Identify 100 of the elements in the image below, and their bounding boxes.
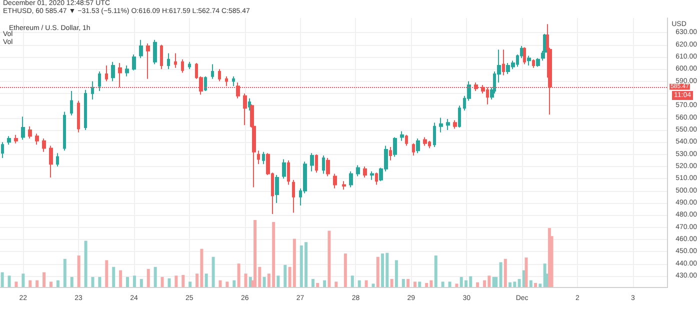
candlestick xyxy=(21,116,25,140)
candlestick xyxy=(1,142,4,158)
bar xyxy=(56,280,60,287)
candlestick xyxy=(375,172,378,186)
candlestick xyxy=(370,170,374,180)
bar xyxy=(441,282,444,287)
candlestick xyxy=(322,155,325,174)
candlestick xyxy=(218,68,221,82)
candlestick xyxy=(275,174,279,204)
candlestick xyxy=(257,150,260,165)
bar xyxy=(524,258,528,287)
candlestick xyxy=(423,136,427,146)
candlestick xyxy=(363,166,367,178)
bar xyxy=(434,256,438,287)
candlestick xyxy=(393,136,397,158)
bar xyxy=(316,282,320,287)
bar xyxy=(132,276,136,287)
candlestick xyxy=(389,146,392,161)
bar xyxy=(455,284,458,287)
bar xyxy=(50,282,53,287)
bar xyxy=(448,282,452,287)
candlestick xyxy=(153,39,157,65)
bar xyxy=(8,276,11,287)
candlestick xyxy=(453,120,457,130)
candlestick xyxy=(91,80,94,100)
bar xyxy=(402,278,405,287)
bar xyxy=(119,270,122,287)
bar xyxy=(344,254,347,287)
candlestick xyxy=(49,145,53,178)
candlestick xyxy=(310,152,314,172)
bar xyxy=(188,282,192,287)
bar xyxy=(77,256,80,287)
candlestick xyxy=(70,90,73,116)
bar xyxy=(494,276,498,287)
candlestick xyxy=(532,58,535,68)
bar xyxy=(174,276,178,287)
bar xyxy=(146,268,150,287)
bar xyxy=(390,278,394,287)
candlestick xyxy=(536,58,540,68)
bar xyxy=(126,276,130,287)
bar xyxy=(328,230,331,287)
bar xyxy=(218,280,222,287)
bar xyxy=(406,278,410,287)
candlestick xyxy=(262,151,265,165)
candlestick xyxy=(181,58,184,74)
candlestick xyxy=(502,49,505,76)
bar xyxy=(508,282,512,287)
bar xyxy=(262,276,266,287)
bar xyxy=(14,282,18,287)
candlestick xyxy=(167,52,170,70)
bar xyxy=(98,276,102,287)
candlestick xyxy=(243,92,247,126)
bar xyxy=(350,276,354,287)
bar xyxy=(284,264,287,287)
candlestick xyxy=(333,173,337,189)
bar xyxy=(376,256,380,287)
candlestick xyxy=(349,170,353,188)
bar xyxy=(538,284,542,287)
bar xyxy=(42,272,46,287)
bar xyxy=(381,254,384,287)
bar xyxy=(168,278,171,287)
candlestick xyxy=(63,111,66,152)
bar xyxy=(70,276,74,287)
candlestick xyxy=(132,54,136,71)
candlestick xyxy=(160,44,163,70)
bar xyxy=(499,262,502,287)
candlestick xyxy=(292,179,295,214)
candlestick xyxy=(204,76,207,92)
candlestick xyxy=(35,133,39,146)
bar xyxy=(476,282,480,287)
bar xyxy=(358,280,361,287)
candlestick xyxy=(446,118,450,130)
candlestick xyxy=(111,61,115,82)
bar xyxy=(84,240,88,287)
bar xyxy=(334,282,338,287)
candlestick xyxy=(105,64,108,82)
candlestick xyxy=(14,134,18,144)
candlestick xyxy=(42,138,46,152)
bar xyxy=(105,260,108,287)
candlestick xyxy=(84,89,87,130)
bar xyxy=(232,280,236,287)
candlestick xyxy=(174,52,177,68)
bar xyxy=(112,266,116,287)
candlestick xyxy=(412,142,415,156)
candlestick xyxy=(282,158,286,180)
candlestick xyxy=(433,122,436,148)
bar xyxy=(364,280,368,287)
bar xyxy=(244,274,248,287)
candlestick xyxy=(28,126,32,139)
candlestick xyxy=(7,136,11,146)
candlestick xyxy=(458,105,461,128)
bar xyxy=(504,258,507,287)
bar xyxy=(413,282,416,287)
bar xyxy=(292,238,296,287)
candlestick xyxy=(146,43,150,80)
candlestick xyxy=(287,160,290,186)
candlestick xyxy=(232,76,235,87)
bar xyxy=(372,284,375,287)
bar xyxy=(311,278,314,287)
bar xyxy=(154,266,157,287)
